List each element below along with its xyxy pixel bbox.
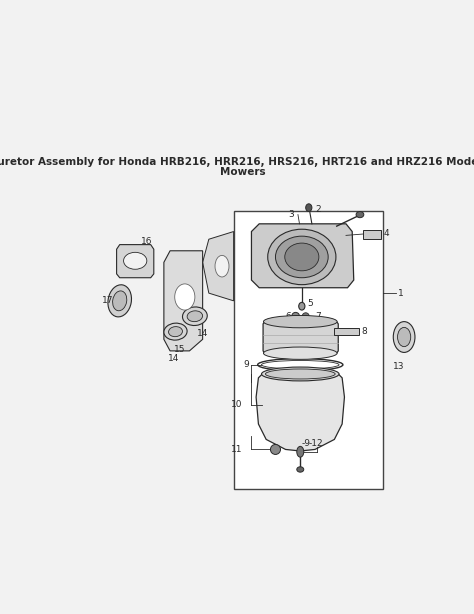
- Text: 5: 5: [307, 298, 313, 308]
- Ellipse shape: [285, 243, 319, 271]
- Polygon shape: [263, 322, 338, 353]
- Text: 9: 9: [243, 360, 249, 369]
- Ellipse shape: [356, 211, 364, 218]
- Ellipse shape: [302, 313, 309, 320]
- Text: 7: 7: [315, 312, 321, 321]
- Ellipse shape: [113, 291, 127, 311]
- Text: 8: 8: [362, 327, 367, 336]
- Ellipse shape: [264, 316, 337, 328]
- Ellipse shape: [164, 323, 187, 340]
- Polygon shape: [202, 231, 234, 301]
- Ellipse shape: [215, 255, 229, 277]
- Ellipse shape: [175, 284, 195, 310]
- Ellipse shape: [169, 327, 182, 336]
- Polygon shape: [164, 251, 202, 351]
- Text: 3: 3: [289, 210, 294, 219]
- Ellipse shape: [292, 313, 300, 320]
- Ellipse shape: [297, 467, 304, 472]
- Text: Carburetor Assembly for Honda HRB216, HRR216, HRS216, HRT216 and HRZ216 Model La: Carburetor Assembly for Honda HRB216, HR…: [0, 157, 474, 167]
- Text: 14: 14: [168, 354, 179, 363]
- Text: Mowers: Mowers: [220, 167, 266, 177]
- Text: 15: 15: [174, 345, 185, 354]
- Text: 10: 10: [231, 400, 242, 410]
- Ellipse shape: [262, 367, 339, 381]
- Text: -12: -12: [309, 439, 323, 448]
- Text: 1: 1: [398, 289, 404, 298]
- Ellipse shape: [393, 322, 415, 352]
- Polygon shape: [251, 224, 354, 288]
- Ellipse shape: [306, 204, 312, 211]
- Text: 2: 2: [315, 204, 320, 214]
- Ellipse shape: [271, 445, 281, 454]
- Ellipse shape: [398, 327, 410, 347]
- Polygon shape: [117, 244, 154, 278]
- Bar: [334, 328, 359, 335]
- Ellipse shape: [264, 347, 337, 359]
- Text: 4: 4: [383, 230, 389, 238]
- Polygon shape: [363, 230, 381, 239]
- Text: -9: -9: [302, 439, 311, 448]
- Text: 17: 17: [102, 297, 113, 305]
- Bar: [234, 211, 383, 489]
- Ellipse shape: [182, 307, 207, 325]
- Text: 11: 11: [231, 445, 243, 454]
- Ellipse shape: [124, 252, 147, 270]
- Ellipse shape: [268, 229, 336, 285]
- Ellipse shape: [265, 369, 335, 379]
- Text: 16: 16: [141, 237, 152, 246]
- Ellipse shape: [299, 302, 305, 310]
- Text: 13: 13: [393, 362, 404, 371]
- Text: 14: 14: [197, 330, 209, 338]
- Text: 6: 6: [285, 312, 292, 321]
- Ellipse shape: [108, 285, 131, 317]
- Ellipse shape: [297, 446, 304, 457]
- Ellipse shape: [275, 236, 328, 278]
- Ellipse shape: [187, 311, 202, 322]
- Polygon shape: [256, 374, 345, 451]
